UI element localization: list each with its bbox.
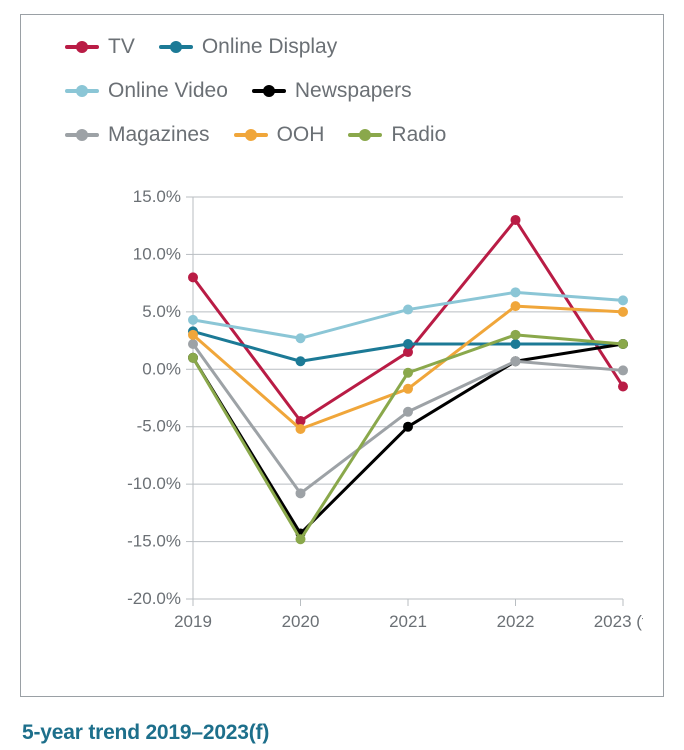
legend-label: TV xyxy=(108,35,135,59)
legend-label: OOH xyxy=(277,123,325,147)
series-marker xyxy=(511,356,521,366)
legend-item: Newspapers xyxy=(252,79,412,103)
svg-text:-20.0%: -20.0% xyxy=(127,589,181,608)
series-marker xyxy=(188,272,198,282)
legend-item: TV xyxy=(65,35,135,59)
series-marker xyxy=(296,534,306,544)
series-marker xyxy=(618,307,628,317)
legend-swatch xyxy=(65,84,99,98)
svg-text:2023 (f): 2023 (f) xyxy=(594,612,643,631)
series-marker xyxy=(296,424,306,434)
legend-item: Online Display xyxy=(159,35,337,59)
series-marker xyxy=(188,353,198,363)
chart-caption: 5-year trend 2019–2023(f) xyxy=(22,721,664,745)
svg-text:0.0%: 0.0% xyxy=(142,359,181,378)
series-marker xyxy=(511,287,521,297)
series-marker xyxy=(188,315,198,325)
svg-text:2020: 2020 xyxy=(282,612,320,631)
svg-text:10.0%: 10.0% xyxy=(133,244,181,263)
svg-text:-15.0%: -15.0% xyxy=(127,532,181,551)
series-marker xyxy=(403,368,413,378)
svg-text:-5.0%: -5.0% xyxy=(137,417,181,436)
legend-swatch xyxy=(65,40,99,54)
legend-label: Online Display xyxy=(202,35,337,59)
series-marker xyxy=(618,382,628,392)
series-marker xyxy=(296,356,306,366)
series-marker xyxy=(403,305,413,315)
series-marker xyxy=(511,330,521,340)
series-marker xyxy=(618,295,628,305)
legend-swatch xyxy=(252,84,286,98)
legend-item: Radio xyxy=(348,123,446,147)
series-marker xyxy=(403,339,413,349)
figure-container: TV Online Display Online Video Newspapers Ma… xyxy=(0,0,684,750)
legend-label: Radio xyxy=(391,123,446,147)
line-chart: -20.0% -15.0% -10.0% -5.0% 0.0% 5.0% 10.0% 15.0… xyxy=(39,175,643,669)
legend-label: Online Video xyxy=(108,79,228,103)
legend-swatch xyxy=(234,128,268,142)
series-marker xyxy=(188,330,198,340)
chart-area: -20.0% -15.0% -10.0% -5.0% 0.0% 5.0% 10.0% 15.0… xyxy=(39,175,645,674)
series-marker xyxy=(618,339,628,349)
svg-text:5.0%: 5.0% xyxy=(142,302,181,321)
series-marker xyxy=(296,333,306,343)
legend-item: Online Video xyxy=(65,79,228,103)
svg-text:2021: 2021 xyxy=(389,612,427,631)
series-marker xyxy=(511,301,521,311)
series-marker xyxy=(403,407,413,417)
svg-text:-10.0%: -10.0% xyxy=(127,474,181,493)
legend-label: Magazines xyxy=(108,123,210,147)
series-marker xyxy=(403,422,413,432)
series-marker xyxy=(296,488,306,498)
legend-swatch xyxy=(65,128,99,142)
series-marker xyxy=(403,384,413,394)
legend-item: OOH xyxy=(234,123,325,147)
series-marker xyxy=(188,339,198,349)
legend: TV Online Display Online Video Newspapers Ma… xyxy=(39,33,645,175)
series-marker xyxy=(511,339,521,349)
legend-swatch xyxy=(348,128,382,142)
series-marker xyxy=(618,365,628,375)
svg-text:2022: 2022 xyxy=(497,612,535,631)
legend-swatch xyxy=(159,40,193,54)
svg-text:2019: 2019 xyxy=(174,612,212,631)
legend-item: Magazines xyxy=(65,123,210,147)
chart-card: TV Online Display Online Video Newspapers Ma… xyxy=(20,14,664,697)
svg-text:15.0%: 15.0% xyxy=(133,187,181,206)
series-marker xyxy=(511,215,521,225)
legend-label: Newspapers xyxy=(295,79,412,103)
